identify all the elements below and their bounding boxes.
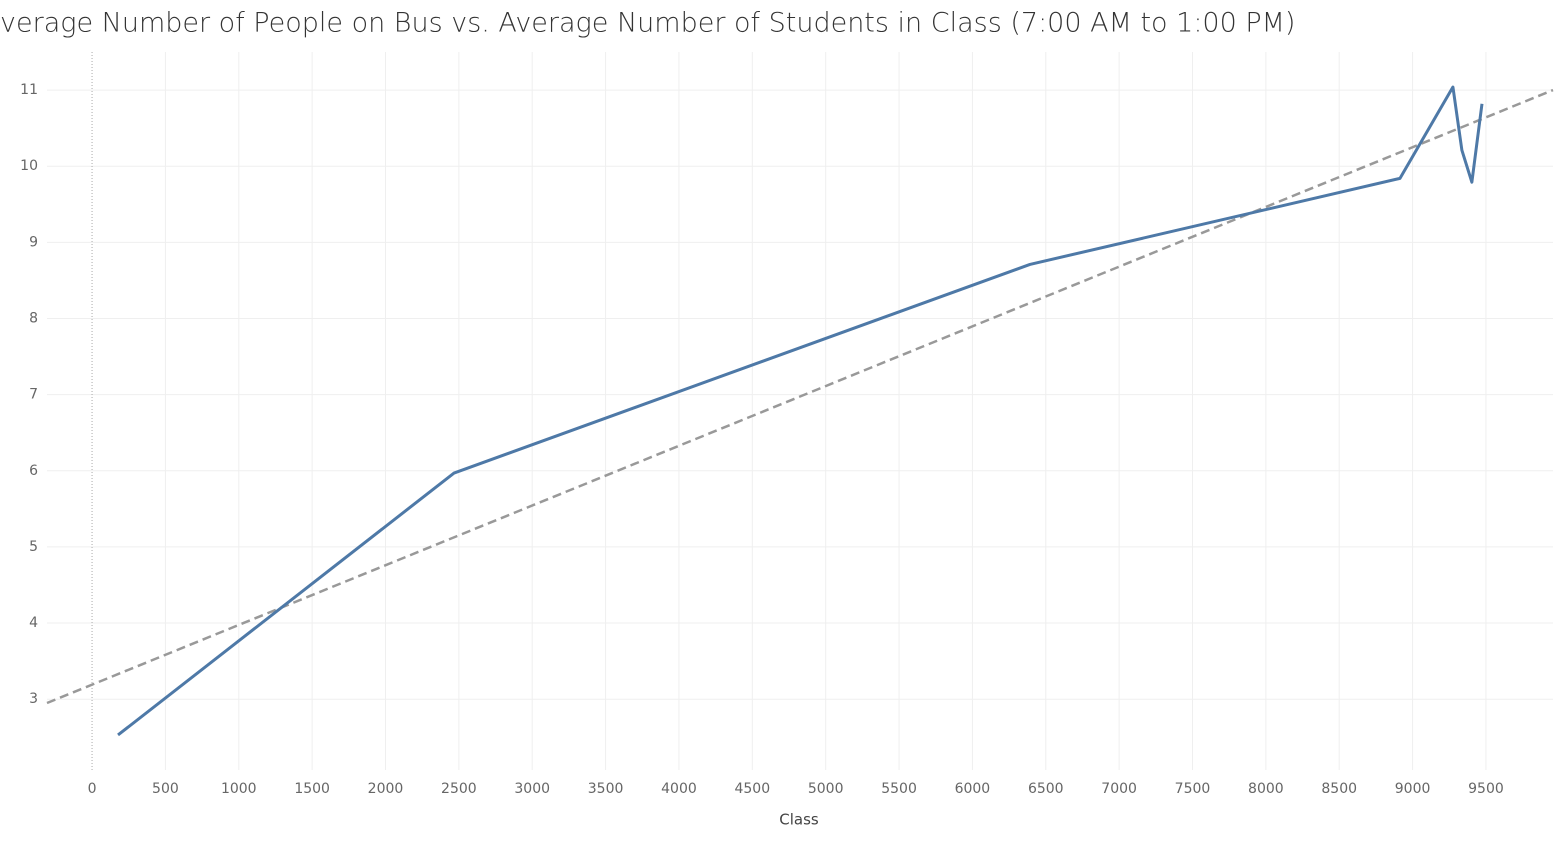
x-tick-label: 8000 xyxy=(1248,781,1284,797)
y-tick-label: 10 xyxy=(20,158,38,174)
x-tick-label: 500 xyxy=(152,781,179,797)
y-tick-label: 7 xyxy=(29,387,38,403)
y-tick-label: 5 xyxy=(29,539,38,555)
x-tick-label: 1000 xyxy=(221,781,257,797)
y-tick-label: 3 xyxy=(29,691,38,707)
x-tick-label: 2500 xyxy=(441,781,477,797)
x-tick-label: 2000 xyxy=(368,781,404,797)
x-tick-label: 5000 xyxy=(808,781,844,797)
x-tick-label: 7000 xyxy=(1101,781,1137,797)
x-tick-label: 7500 xyxy=(1175,781,1211,797)
y-tick-label: 6 xyxy=(29,463,38,479)
x-tick-label: 4000 xyxy=(661,781,697,797)
x-tick-label: 9500 xyxy=(1468,781,1504,797)
x-tick-label: 9000 xyxy=(1395,781,1431,797)
x-tick-label: 3000 xyxy=(514,781,550,797)
x-tick-label: 4500 xyxy=(734,781,770,797)
y-tick-label: 4 xyxy=(29,615,38,631)
x-tick-label: 1500 xyxy=(294,781,330,797)
data-line xyxy=(117,85,1484,737)
x-tick-label: 0 xyxy=(88,781,97,797)
x-axis-label: Class xyxy=(779,811,819,829)
x-tick-label: 6500 xyxy=(1028,781,1064,797)
x-tick-label: 6000 xyxy=(955,781,991,797)
x-tick-label: 8500 xyxy=(1321,781,1357,797)
y-tick-label: 11 xyxy=(20,82,38,98)
trend-line xyxy=(46,88,1554,705)
x-tick-label: 3500 xyxy=(588,781,624,797)
chart-title: verage Number of People on Bus vs. Avera… xyxy=(0,8,1295,39)
y-tick-label: 9 xyxy=(29,234,38,250)
y-tick-label: 8 xyxy=(29,310,38,326)
x-tick-label: 5500 xyxy=(881,781,917,797)
